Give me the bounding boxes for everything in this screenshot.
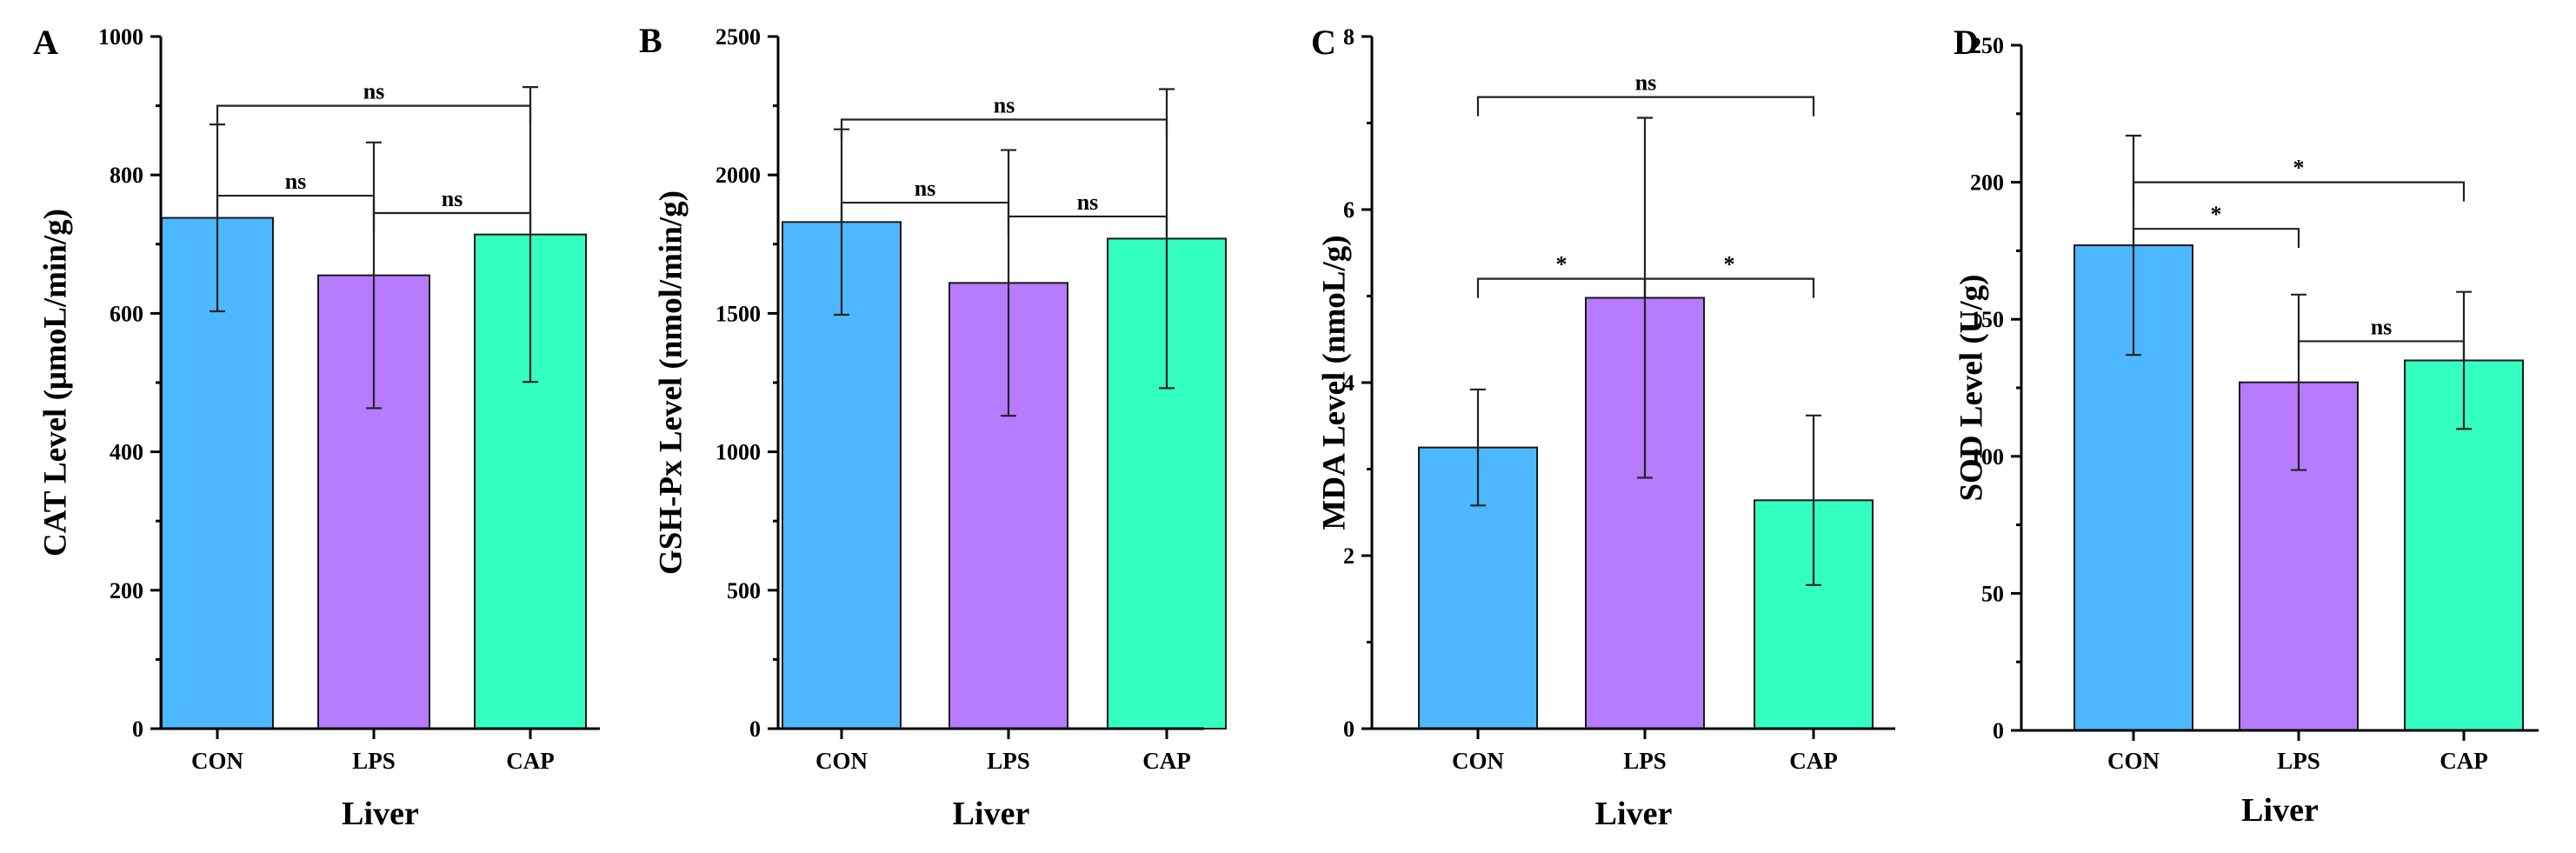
y-tick-label: 0 (1993, 718, 2004, 743)
significance-bracket: ns (840, 93, 1168, 139)
bracket-line (840, 118, 1168, 139)
panel-letter: D (1954, 23, 1979, 62)
significance-bracket: * (1643, 252, 1815, 298)
x-tick-label-con: CON (1452, 748, 1505, 774)
y-tick-label: 400 (110, 440, 143, 465)
error-bar-lps (1001, 149, 1016, 417)
y-tick-label: 50 (1981, 581, 2004, 606)
x-tick-label-con: CON (2107, 748, 2160, 774)
y-tick-label: 100 (1970, 444, 2004, 470)
x-tick-label-lps: LPS (352, 748, 396, 774)
x-tick-label-cap: CAP (1789, 748, 1838, 774)
x-tick-label-cap: CAP (1142, 748, 1191, 774)
y-tick-label: 250 (1970, 33, 2004, 58)
significance-bracket: ns (2297, 314, 2466, 361)
y-tick-label: 0 (749, 716, 761, 742)
x-tick-label-con: CON (191, 748, 244, 774)
significance-bracket: ns (840, 176, 1010, 223)
bracket-line (216, 104, 532, 125)
bracket-line (1007, 215, 1168, 236)
significance-label: ns (285, 169, 307, 194)
y-tick-label: 4 (1343, 370, 1355, 396)
x-tick-label-cap: CAP (506, 748, 555, 774)
x-tick-label-lps: LPS (987, 748, 1030, 774)
y-axis-title: GSH-Px Level (nmol/min/g) (654, 190, 689, 575)
y-axis-title: CAT Level (μmoL/min/g) (38, 209, 74, 556)
significance-bracket: ns (372, 186, 532, 232)
significance-bracket: ns (216, 79, 532, 125)
significance-label: * (1724, 252, 1735, 277)
x-axis-title: Liver (342, 796, 419, 832)
x-axis-title: Liver (953, 796, 1030, 832)
y-tick-label: 500 (727, 578, 761, 603)
panel-d: D 0 50 100 150 200 250 CON LPS CAP Liver SOD Level … (1954, 23, 2539, 829)
bracket-line (2297, 340, 2466, 361)
x-axis-title: Liver (2241, 792, 2319, 829)
significance-bracket: ns (1476, 70, 1815, 117)
significance-label: ns (994, 93, 1015, 118)
x-axis-title: Liver (1595, 796, 1673, 832)
significance-label: ns (2371, 314, 2393, 339)
bracket-line (1476, 96, 1815, 117)
significance-label: ns (363, 79, 385, 104)
panel-c: C 0 2 4 6 8 CON LPS CAP Liver MDA Level (nmoL/g) * *… (1311, 23, 1895, 832)
bracket-line (1476, 277, 1647, 298)
significance-label: * (2211, 202, 2222, 227)
panel-a: A 0 200 400 600 800 1000 CON LPS CAP Liver CAT Leve… (33, 23, 600, 832)
significance-bracket: * (1476, 252, 1647, 298)
y-tick-label: 8 (1343, 24, 1355, 50)
bracket-line (840, 201, 1010, 223)
significance-label: ns (915, 176, 936, 201)
panel-letter: C (1311, 23, 1336, 62)
panel-b: B 0 500 1000 1500 2000 2500 CON LPS CAP Liver GSH-P… (639, 21, 1227, 832)
y-tick-label: 0 (132, 716, 143, 742)
x-tick-label-cap: CAP (2440, 748, 2488, 774)
significance-label: ns (1077, 190, 1099, 215)
significance-bracket: * (2132, 202, 2300, 249)
significance-bracket: * (2132, 156, 2466, 202)
bracket-line (2132, 181, 2466, 202)
significance-bracket: ns (1007, 190, 1168, 236)
error-bar-lps (2291, 293, 2306, 471)
panel-letter: B (639, 21, 662, 60)
bracket-line (372, 211, 532, 232)
significance-bracket: ns (216, 169, 376, 216)
error-bar-con (1470, 388, 1486, 507)
y-tick-label: 200 (1970, 170, 2004, 196)
y-tick-label: 2500 (716, 24, 761, 50)
y-tick-label: 0 (1343, 716, 1355, 742)
y-tick-label: 800 (110, 163, 143, 188)
bracket-line (216, 194, 376, 216)
y-axis-title: MDA Level (nmoL/g) (1317, 235, 1353, 530)
bracket-line (2132, 228, 2300, 249)
x-tick-label-lps: LPS (2277, 748, 2320, 774)
y-tick-label: 200 (110, 578, 143, 603)
y-tick-label: 2 (1343, 543, 1355, 569)
error-bar-cap (1159, 88, 1175, 390)
y-axis-title: SOD Level (U/g) (1954, 274, 1990, 501)
error-bar-cap (523, 86, 538, 383)
error-bar-lps (366, 141, 382, 410)
significance-label: ns (1635, 70, 1657, 96)
y-tick-label: 1000 (98, 24, 143, 50)
y-tick-label: 6 (1343, 197, 1355, 223)
x-tick-label-lps: LPS (1623, 748, 1667, 774)
bracket-line (1643, 277, 1815, 298)
y-tick-label: 600 (110, 301, 143, 326)
y-tick-label: 2000 (716, 163, 761, 188)
significance-label: ns (442, 186, 463, 211)
error-bar-cap (2456, 290, 2472, 430)
significance-label: * (1556, 252, 1568, 277)
y-tick-label: 1500 (716, 301, 761, 326)
x-tick-label-con: CON (815, 748, 869, 774)
y-tick-label: 1000 (716, 440, 761, 465)
panel-letter: A (33, 23, 58, 62)
error-bar-cap (1806, 414, 1821, 586)
y-tick-label: 150 (1970, 307, 2004, 332)
significance-label: * (2293, 156, 2305, 181)
